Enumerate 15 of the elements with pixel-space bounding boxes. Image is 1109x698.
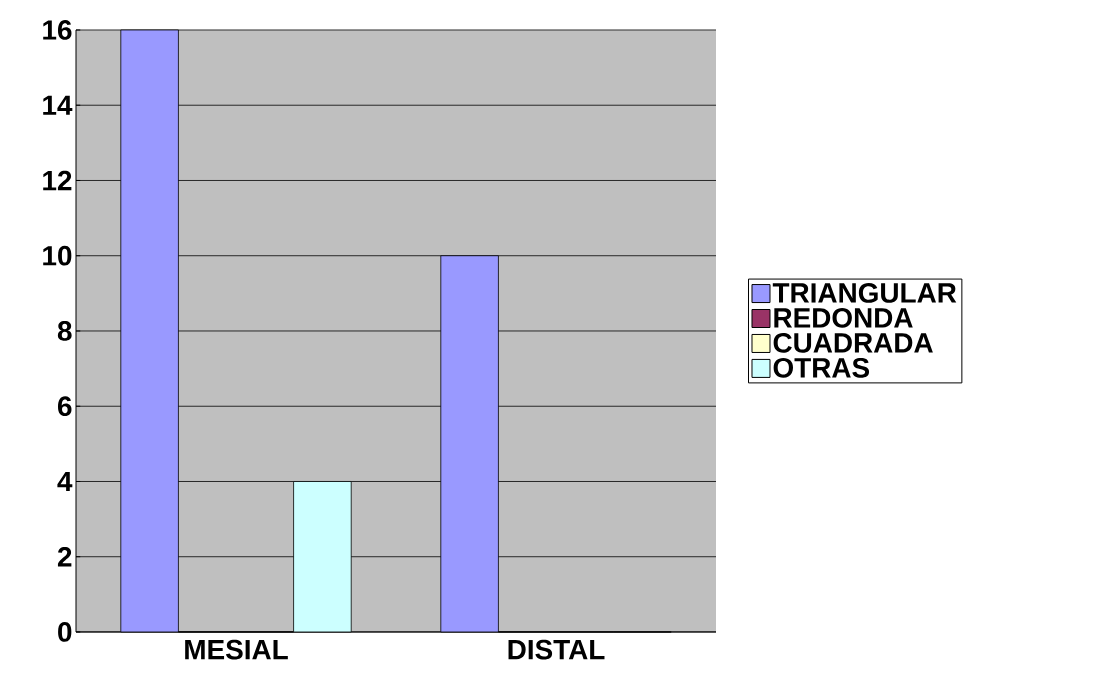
y-tick-label: 0 (58, 622, 72, 642)
legend-label: CUADRADA (773, 332, 933, 353)
x-tick-label: MESIAL (185, 639, 288, 660)
y-tick-label: 10 (43, 245, 72, 266)
legend-label: REDONDA (774, 308, 913, 328)
y-tick-label: 2 (57, 547, 72, 567)
x-tick-label: DISTAL (508, 639, 605, 660)
legend-label: OTRAS (773, 357, 870, 378)
y-tick-label: 6 (57, 396, 72, 417)
y-tick-label: 8 (57, 321, 72, 341)
y-tick-label: 12 (43, 170, 72, 191)
y-tick-label: 14 (43, 95, 73, 115)
y-tick-label: 16 (43, 20, 72, 40)
legend-label: TRIANGULAR (772, 283, 957, 303)
y-tick-label: 4 (57, 471, 73, 492)
